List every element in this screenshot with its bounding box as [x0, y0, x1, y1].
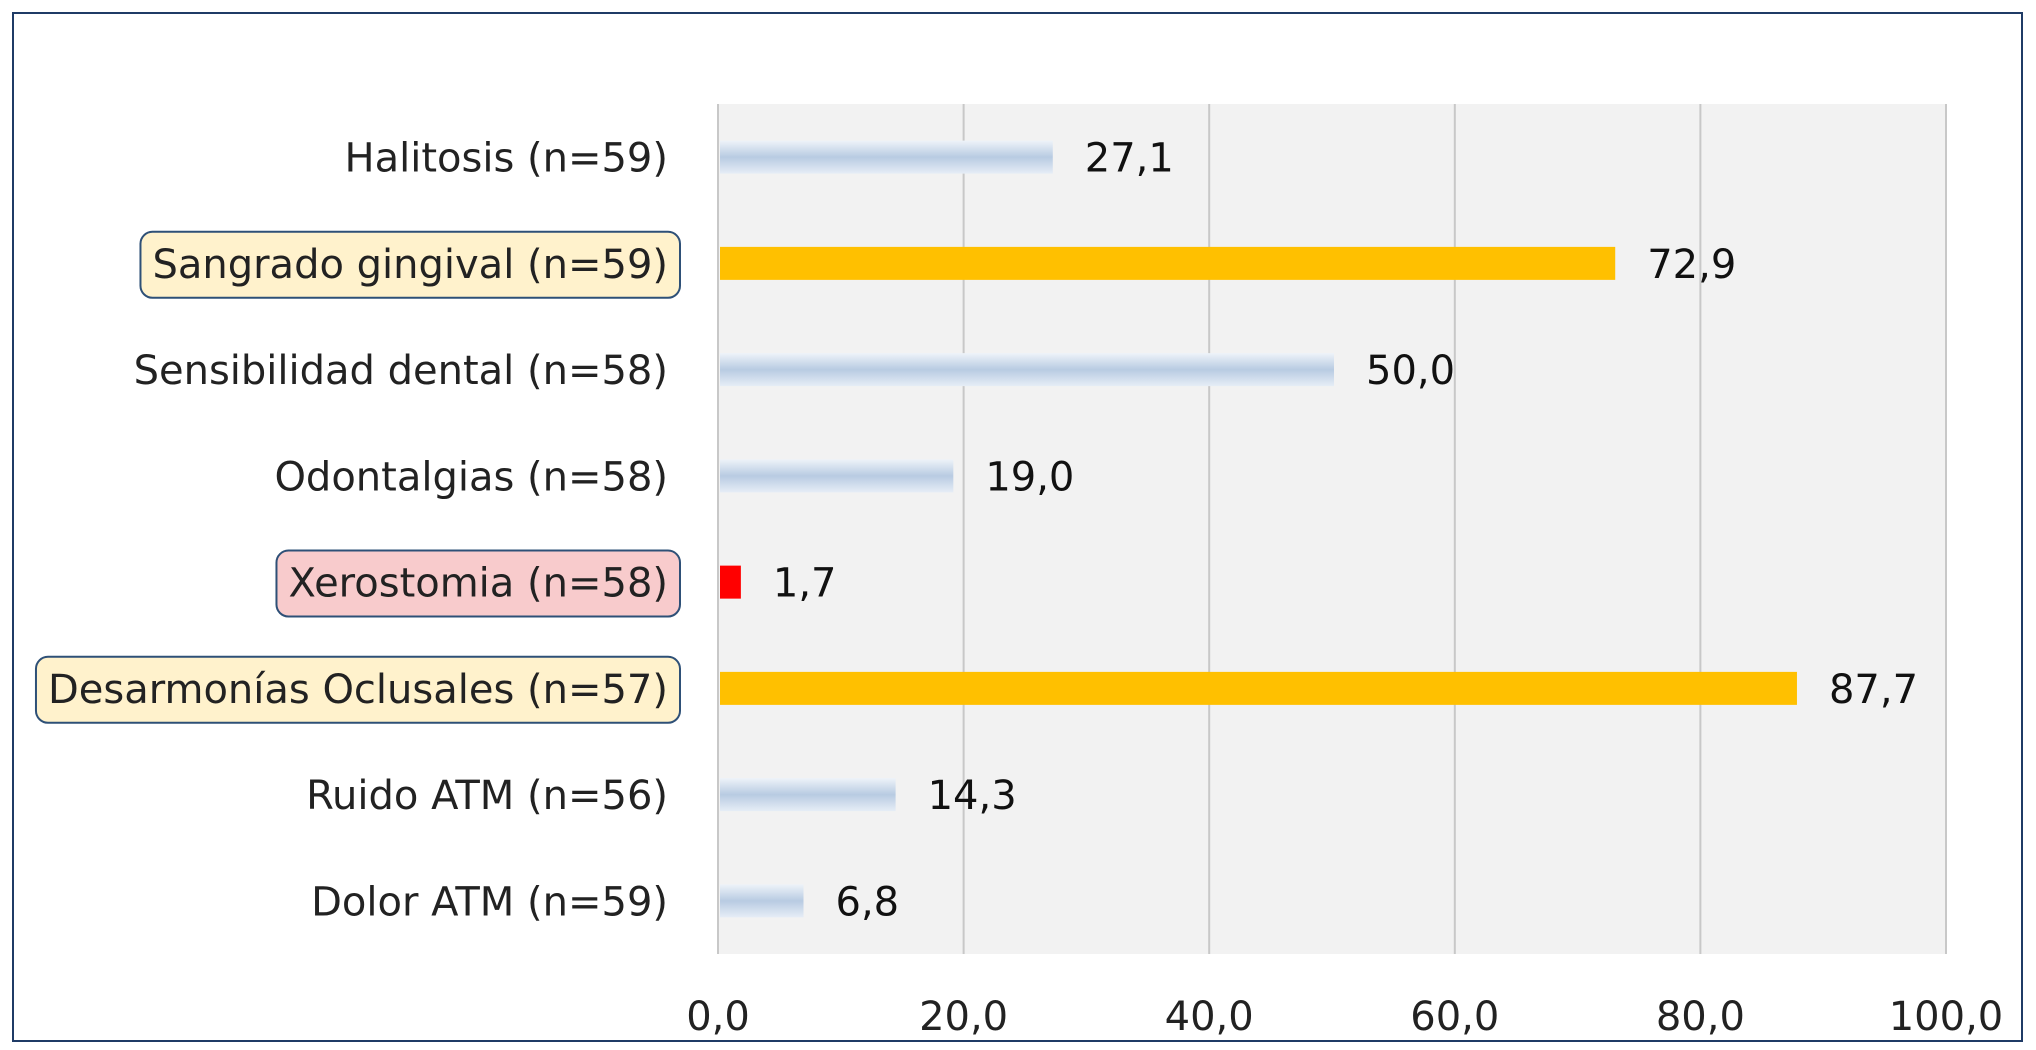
category-label: Halitosis (n=59) [345, 136, 668, 182]
category-highlight-box [139, 230, 681, 299]
x-tick-label: 20,0 [919, 994, 1008, 1040]
data-label: 27,1 [1085, 136, 1174, 182]
category-label: Odontalgias (n=58) [274, 454, 668, 500]
bar [720, 353, 1334, 387]
category-label: Sangrado gingival (n=59) [152, 242, 668, 288]
category-highlight-box [34, 655, 681, 724]
bar [720, 884, 804, 918]
bar [720, 671, 1797, 705]
data-label: 6,8 [836, 879, 900, 925]
category-label: Ruido ATM (n=56) [306, 773, 668, 819]
value-labels: 27,1 72,9 50,0 19,0 1,7 87,7 14,3 6,8 [773, 136, 1918, 926]
plot-area [718, 104, 1946, 954]
bars [720, 140, 1797, 918]
x-tick-label: 100,0 [1889, 994, 2004, 1040]
category-labels: Halitosis (n=59) Sangrado gingival (n=59)… [34, 136, 681, 925]
category-label: Dolor ATM (n=59) [311, 879, 668, 925]
data-label: 50,0 [1366, 348, 1455, 394]
x-tick-label: 40,0 [1165, 994, 1254, 1040]
bar [720, 565, 741, 599]
bar [720, 140, 1053, 174]
bar [720, 246, 1616, 280]
x-axis-ticks: 0,0 20,0 40,0 60,0 80,0 100,0 [686, 994, 2003, 1040]
x-tick-label: 0,0 [686, 994, 750, 1040]
category-label: Xerostomia (n=58) [288, 561, 668, 607]
data-label: 1,7 [773, 561, 837, 607]
category-highlight-box [275, 549, 681, 618]
category-label: Desarmonías Oclusales (n=57) [48, 667, 668, 713]
data-label: 19,0 [985, 454, 1074, 500]
x-tick-label: 60,0 [1410, 994, 1499, 1040]
bar [720, 459, 954, 493]
category-label: Sensibilidad dental (n=58) [134, 348, 668, 394]
data-label: 87,7 [1829, 667, 1918, 713]
x-tick-label: 80,0 [1656, 994, 1745, 1040]
data-label: 72,9 [1647, 242, 1736, 288]
grid-lines [717, 104, 1947, 954]
data-label: 14,3 [928, 773, 1017, 819]
bar [720, 778, 896, 812]
